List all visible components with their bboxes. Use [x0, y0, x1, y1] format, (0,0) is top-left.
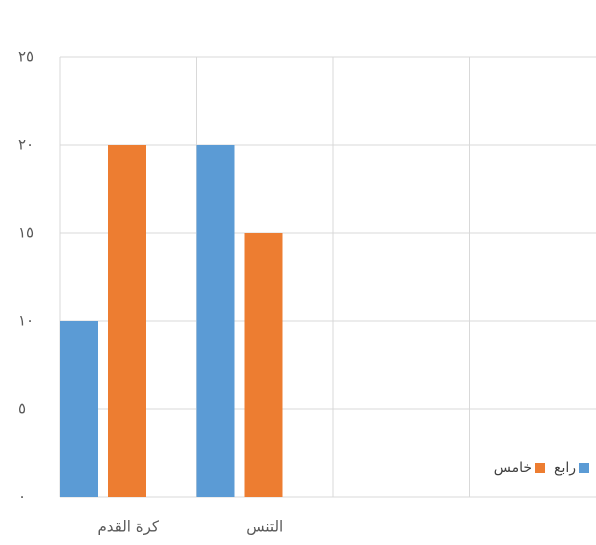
page: {"chart_data": {"type": "bar", "categori…	[0, 0, 596, 545]
x-tick-label: التنس	[246, 518, 283, 536]
y-tick-label: ٢٠	[18, 136, 34, 154]
y-tick-label: ٥	[18, 400, 26, 418]
y-tick-label: ٢٥	[18, 48, 34, 66]
chart: ٠ ٥ ١٠ ١٥ ٢٠ ٢٥ كرة القدم التنس رابع خامس	[0, 0, 596, 545]
x-tick-label: كرة القدم	[97, 518, 159, 536]
bar	[60, 321, 98, 497]
bar	[108, 145, 146, 497]
y-tick-label: ١٥	[18, 224, 34, 242]
y-tick-label: ١٠	[18, 312, 34, 330]
legend-label: رابع	[554, 460, 576, 476]
bar	[245, 233, 283, 497]
y-tick-label: ٠	[18, 488, 26, 506]
legend-swatch	[579, 463, 589, 473]
legend-swatch	[535, 463, 545, 473]
legend-label: خامس	[494, 460, 532, 476]
bar	[197, 145, 235, 497]
